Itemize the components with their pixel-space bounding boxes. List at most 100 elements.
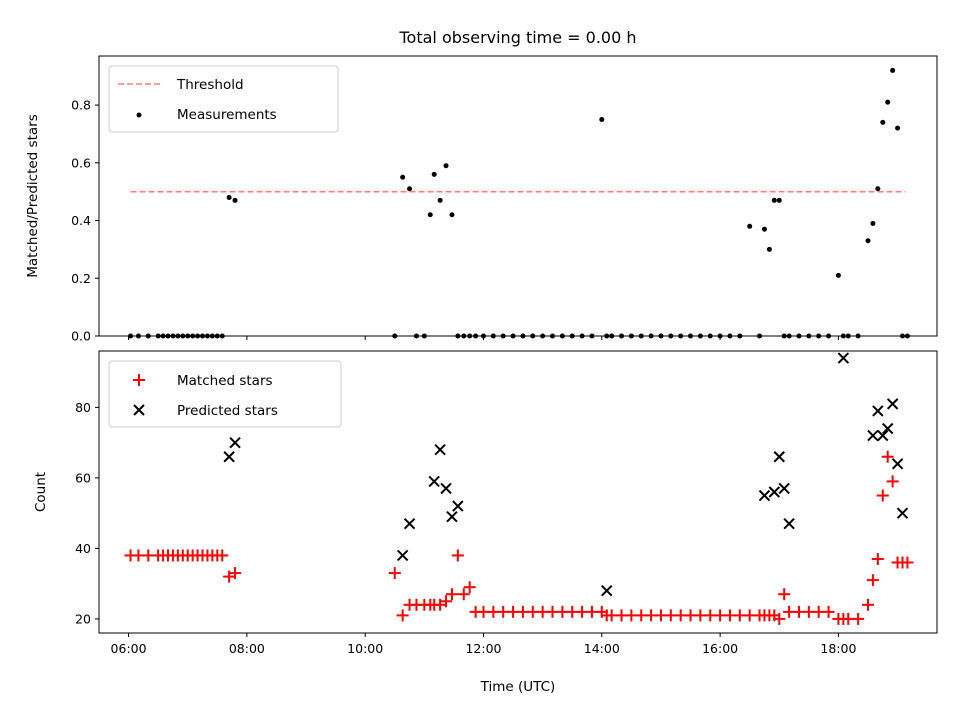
predicted-stars-point bbox=[877, 429, 889, 442]
measurement-point bbox=[431, 171, 437, 177]
matched-stars-point bbox=[229, 567, 242, 580]
measurement-point bbox=[776, 197, 782, 203]
predicted-stars-point bbox=[452, 500, 464, 512]
legend-matched-label: Matched stars bbox=[177, 373, 273, 389]
x-tick-label: 10:00 bbox=[347, 641, 383, 656]
predicted-stars-point bbox=[867, 429, 879, 442]
predicted-stars-point bbox=[891, 458, 904, 470]
predicted-stars-point bbox=[403, 518, 416, 530]
measurement-point bbox=[232, 197, 238, 203]
bottom-y-tick-label: 80 bbox=[75, 400, 91, 415]
legend-threshold-label: Threshold bbox=[176, 77, 244, 93]
measurement-point bbox=[885, 99, 891, 105]
top-ticks: 0.0 0.2 0.4 0.6 0.8 bbox=[71, 98, 839, 344]
bottom-y-axis-label: Count bbox=[33, 472, 49, 512]
bottom-y-tick-label: 20 bbox=[75, 611, 91, 626]
x-tick-label: 18:00 bbox=[820, 641, 856, 656]
matched-stars-point bbox=[866, 574, 879, 587]
top-legend: Threshold Measurements bbox=[108, 65, 339, 133]
bottom-panel-frame bbox=[98, 350, 938, 634]
top-panel: 0.00.20.40.60.8 Matched/Predicted stars … bbox=[25, 55, 938, 344]
bottom-marks bbox=[124, 352, 914, 625]
top-y-axis-label: Matched/Predicted stars bbox=[25, 114, 41, 277]
bottom-panel: 06:00 08:00 10:00 12:00 14:00 16:00 18:00 20 40 6… bbox=[33, 350, 938, 695]
predicted-stars-point bbox=[434, 443, 446, 456]
predicted-stars-point bbox=[223, 451, 235, 463]
x-tick-label: 08:00 bbox=[229, 641, 265, 656]
matched-stars-point bbox=[216, 549, 229, 562]
measurement-point bbox=[880, 119, 886, 125]
matched-stars-point bbox=[457, 588, 470, 601]
matched-stars-point bbox=[451, 549, 464, 562]
matched-stars-point bbox=[861, 598, 874, 611]
matched-stars-point bbox=[773, 612, 786, 625]
predicted-stars-point bbox=[778, 482, 790, 495]
matched-stars-point bbox=[822, 605, 835, 618]
measurement-point bbox=[761, 226, 767, 232]
measurement-point bbox=[449, 212, 455, 218]
bottom-legend: Matched stars Predicted stars bbox=[108, 360, 342, 428]
top-panel-frame bbox=[98, 55, 938, 337]
measurement-point bbox=[407, 186, 413, 192]
legend-measurements-swatch bbox=[136, 112, 142, 118]
chart-title: Total observing time = 0.00 h bbox=[398, 28, 636, 47]
matched-stars-point bbox=[876, 489, 889, 502]
measurement-point bbox=[443, 163, 449, 169]
measurement-point bbox=[870, 220, 876, 226]
legend-predicted-swatch bbox=[133, 404, 145, 416]
top-marks bbox=[128, 67, 910, 339]
measurement-point bbox=[890, 67, 896, 73]
matched-stars-point bbox=[388, 567, 401, 580]
top-y-tick-label: 0.8 bbox=[71, 98, 91, 113]
top-y-tick-label: 0.6 bbox=[71, 155, 91, 170]
predicted-stars-point bbox=[396, 549, 409, 562]
top-y-tick-label: 0.4 bbox=[71, 213, 91, 228]
x-tick-label: 06:00 bbox=[111, 641, 147, 656]
bottom-x-axis-label: Time (UTC) bbox=[480, 679, 556, 695]
bottom-ticks: 06:00 08:00 10:00 12:00 14:00 16:00 18:00 20 40 6… bbox=[75, 400, 856, 656]
predicted-stars-point bbox=[758, 489, 771, 502]
measurement-point bbox=[427, 212, 433, 218]
bottom-legend-box bbox=[108, 360, 342, 428]
measurement-point bbox=[747, 223, 753, 229]
predicted-stars-point bbox=[768, 486, 781, 498]
legend-matched-swatch bbox=[133, 374, 145, 386]
x-tick-label: 14:00 bbox=[584, 641, 620, 656]
matched-stars-point bbox=[886, 475, 899, 488]
matched-stars-point bbox=[778, 588, 791, 601]
predicted-stars-point bbox=[773, 451, 785, 463]
predicted-stars-point bbox=[440, 482, 452, 495]
matched-stars-point bbox=[396, 609, 409, 622]
legend-predicted-label: Predicted stars bbox=[177, 403, 278, 419]
measurement-point bbox=[226, 194, 232, 200]
measurement-point bbox=[835, 272, 841, 278]
x-tick-label: 12:00 bbox=[465, 641, 501, 656]
matched-stars-point bbox=[901, 556, 914, 569]
predicted-stars-point bbox=[601, 584, 613, 597]
top-y-tick-label: 0.2 bbox=[71, 271, 91, 286]
predicted-stars-point bbox=[428, 475, 440, 488]
measurement-point bbox=[895, 125, 901, 131]
measurement-point bbox=[875, 186, 881, 192]
matched-stars-point bbox=[463, 581, 476, 594]
x-tick-label: 16:00 bbox=[702, 641, 738, 656]
matched-stars-point bbox=[881, 450, 894, 463]
predicted-stars-point bbox=[872, 405, 884, 417]
predicted-stars-point bbox=[783, 518, 795, 530]
measurement-point bbox=[771, 197, 777, 203]
predicted-stars-point bbox=[881, 422, 894, 435]
matched-stars-point bbox=[852, 612, 865, 625]
top-y-tick-label: 0.0 bbox=[71, 329, 91, 344]
predicted-stars-point bbox=[837, 352, 850, 364]
measurement-point bbox=[437, 197, 443, 203]
measurement-point bbox=[766, 246, 772, 252]
matched-stars-point bbox=[440, 595, 453, 608]
bottom-y-tick-label: 40 bbox=[75, 541, 91, 556]
predicted-stars-point bbox=[229, 436, 241, 449]
matched-stars-point bbox=[445, 588, 458, 601]
top-legend-box bbox=[108, 65, 339, 133]
bottom-y-tick-label: 60 bbox=[75, 470, 91, 485]
matched-stars-point bbox=[871, 552, 884, 565]
measurement-point bbox=[400, 174, 406, 180]
